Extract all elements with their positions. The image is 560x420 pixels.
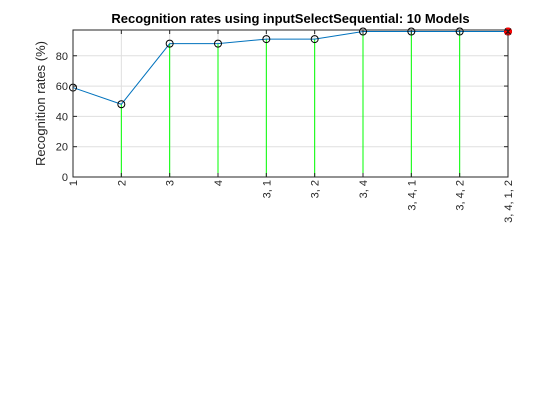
chart-title: Recognition rates using inputSelectSeque…: [111, 11, 469, 26]
y-axis-label: Recognition rates (%): [33, 41, 48, 166]
x-tick-label: 3, 4, 2: [455, 180, 467, 211]
x-tick-label: 2: [116, 180, 128, 186]
y-tick-label: 60: [56, 81, 68, 93]
y-tick-label: 80: [56, 51, 68, 63]
x-tick-label: 3, 4: [358, 180, 370, 198]
y-tick-labels: 0 20 40 60 80: [56, 51, 68, 184]
data-point-7: [407, 27, 416, 36]
x-tick-labels: 1 2 3 4 3, 1 3, 2 3, 4 3, 4, 1 3, 4, 2 3, 4, 1, 2: [68, 180, 515, 223]
data-point-5: [310, 35, 319, 44]
x-tick-label: 4: [213, 180, 225, 186]
y-tick-label: 20: [56, 142, 68, 154]
x-tick-label: 3, 4, 1, 2: [503, 180, 515, 223]
axes: [72, 29, 509, 178]
x-tick-label: 3, 4, 1: [406, 180, 418, 211]
data-point-3: [214, 39, 222, 48]
series-line: [72, 31, 508, 105]
data-point-4: [262, 35, 271, 44]
x-tick-label: 3: [165, 180, 177, 186]
y-tick-label: 40: [56, 111, 68, 123]
data-point-8: [455, 27, 464, 36]
plot-area: [73, 30, 508, 177]
y-tick-label: 0: [62, 172, 68, 184]
axes-box: [72, 29, 509, 178]
x-tick-label: 3, 2: [310, 180, 322, 198]
data-point-1: [117, 100, 126, 109]
x-tick-label: 3, 1: [261, 180, 273, 198]
x-tick-label: 1: [68, 180, 80, 186]
data-point-6: [359, 27, 367, 36]
data-point-2: [165, 39, 174, 48]
